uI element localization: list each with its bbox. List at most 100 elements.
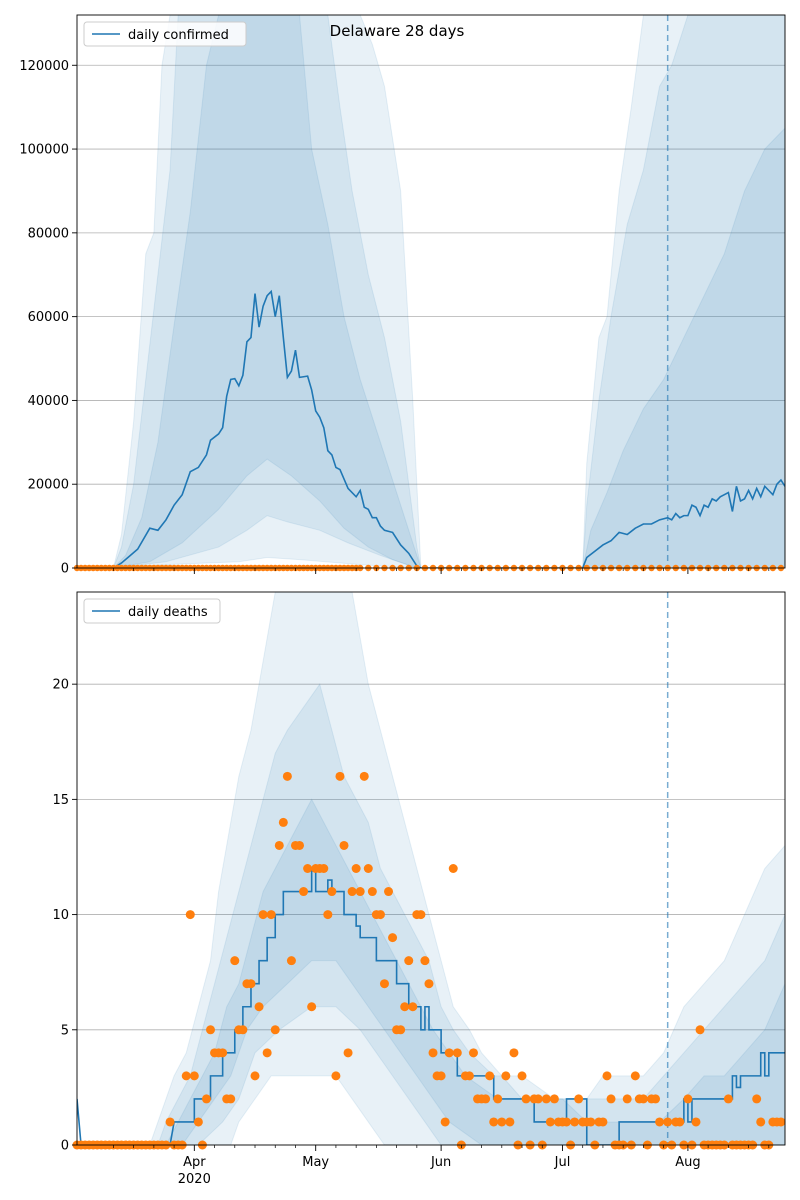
deaths-observed-point bbox=[286, 956, 296, 966]
deaths-observed-point bbox=[270, 1025, 280, 1035]
deaths-observed-point bbox=[695, 1025, 705, 1035]
deaths-observed-point bbox=[521, 1094, 531, 1104]
y-tick-label: 0 bbox=[61, 1139, 69, 1154]
deaths-observed-point bbox=[181, 1071, 191, 1081]
deaths-observed-point bbox=[218, 1048, 228, 1058]
confirmed-uncertainty-band-1 bbox=[77, 15, 785, 568]
deaths-observed-point bbox=[651, 1094, 661, 1104]
deaths-observed-point bbox=[452, 1048, 462, 1058]
deaths-observed-point bbox=[282, 771, 292, 781]
y-tick-label: 80000 bbox=[28, 226, 69, 241]
x-tick-label: May bbox=[302, 1155, 329, 1170]
deaths-observed-point bbox=[327, 887, 337, 897]
deaths-observed-point bbox=[319, 864, 329, 873]
deaths-observed-point bbox=[505, 1117, 515, 1127]
deaths-observed-point bbox=[533, 1094, 543, 1104]
deaths-observed-point bbox=[436, 1071, 446, 1081]
confirmed-uncertainty-band-2 bbox=[77, 15, 785, 568]
deaths-observed-point bbox=[250, 1071, 260, 1081]
deaths-observed-point bbox=[420, 956, 430, 966]
deaths-observed-point bbox=[303, 864, 313, 873]
x-tick-sublabel: 2020 bbox=[178, 1172, 211, 1187]
deaths-observed-point bbox=[226, 1094, 236, 1104]
deaths-observed-point bbox=[278, 817, 288, 827]
x-tick-label: Aug bbox=[675, 1155, 700, 1170]
deaths-observed-point bbox=[464, 1071, 474, 1081]
deaths-observed-point bbox=[388, 933, 398, 943]
deaths-observed-point bbox=[299, 887, 309, 897]
deaths-observed-point bbox=[606, 1094, 616, 1104]
deaths-observed-point bbox=[517, 1071, 527, 1081]
deaths-observed-point bbox=[274, 840, 284, 850]
deaths-observed-point bbox=[440, 1117, 450, 1127]
deaths-observed-point bbox=[339, 840, 349, 850]
y-tick-label: 120000 bbox=[19, 59, 69, 74]
deaths-observed-point bbox=[189, 1071, 199, 1081]
deaths-observed-point bbox=[622, 1094, 632, 1104]
deaths-observed-point bbox=[351, 864, 361, 873]
deaths-observed-point bbox=[384, 887, 394, 897]
deaths-observed-point bbox=[444, 1048, 454, 1058]
deaths-observed-point bbox=[752, 1094, 762, 1104]
deaths-observed-point bbox=[545, 1117, 555, 1127]
deaths-observed-point bbox=[663, 1117, 673, 1127]
deaths-observed-point bbox=[497, 1117, 507, 1127]
confirmed-axes-frame bbox=[76, 14, 786, 569]
y-tick-label: 100000 bbox=[19, 143, 69, 158]
deaths-observed-point bbox=[424, 979, 434, 989]
deaths-observed-point bbox=[598, 1117, 608, 1127]
deaths-observed-point bbox=[756, 1117, 766, 1127]
deaths-observed-point bbox=[367, 887, 377, 897]
confirmed-median-line bbox=[77, 289, 785, 568]
deaths-observed-point bbox=[638, 1094, 648, 1104]
x-tick-label: Apr bbox=[183, 1155, 206, 1170]
deaths-observed-point bbox=[201, 1094, 211, 1104]
deaths-observed-point bbox=[481, 1094, 491, 1104]
confirmed-plot-area bbox=[77, 15, 785, 568]
deaths-observed-point bbox=[206, 1025, 216, 1035]
x-tick-label: Jul bbox=[554, 1155, 571, 1170]
y-tick-label: 20 bbox=[52, 678, 69, 693]
deaths-observed-point bbox=[254, 1002, 264, 1012]
deaths-observed-point bbox=[562, 1117, 572, 1127]
legend-box bbox=[83, 21, 247, 47]
figure-title: Delaware 28 days bbox=[330, 22, 465, 40]
legend-label: daily deaths bbox=[128, 605, 208, 620]
deaths-observed-point bbox=[485, 1071, 495, 1081]
deaths-observed-point bbox=[586, 1117, 596, 1127]
y-tick-label: 20000 bbox=[28, 478, 69, 493]
deaths-observed-point bbox=[416, 910, 426, 920]
y-tick-label: 40000 bbox=[28, 394, 69, 409]
deaths-observed-point bbox=[691, 1117, 701, 1127]
y-tick-label: 60000 bbox=[28, 310, 69, 325]
deaths-observed-point bbox=[493, 1094, 503, 1104]
deaths-observed-point bbox=[683, 1094, 693, 1104]
deaths-observed-point bbox=[675, 1117, 685, 1127]
deaths-observed-point bbox=[295, 840, 305, 850]
confirmed-legend: daily confirmed bbox=[83, 21, 247, 47]
deaths-observed-point bbox=[266, 910, 276, 920]
deaths-observed-point bbox=[489, 1117, 499, 1127]
legend-label: daily confirmed bbox=[128, 28, 229, 43]
deaths-uncertainty-band-3 bbox=[77, 798, 785, 1145]
deaths-observed-point bbox=[355, 887, 365, 897]
deaths-observed-point bbox=[448, 864, 458, 873]
deaths-observed-point bbox=[307, 1002, 317, 1012]
y-tick-label: 15 bbox=[52, 793, 69, 808]
deaths-observed-point bbox=[630, 1071, 640, 1081]
deaths-observed-point bbox=[238, 1025, 248, 1035]
deaths-observed-point bbox=[375, 910, 385, 920]
deaths-observed-point bbox=[541, 1094, 551, 1104]
deaths-observed-point bbox=[408, 1002, 418, 1012]
deaths-observed-point bbox=[258, 910, 268, 920]
deaths-observed-point bbox=[570, 1117, 580, 1127]
deaths-observed-point bbox=[347, 887, 357, 897]
deaths-observed-point bbox=[404, 956, 414, 966]
deaths-observed-point bbox=[165, 1117, 175, 1127]
deaths-observed-point bbox=[185, 910, 195, 920]
deaths-observed-point bbox=[379, 979, 389, 989]
deaths-legend: daily deaths bbox=[83, 598, 221, 624]
deaths-observed-point bbox=[549, 1094, 559, 1104]
deaths-observed-point bbox=[400, 1002, 410, 1012]
legend-box bbox=[83, 598, 221, 624]
